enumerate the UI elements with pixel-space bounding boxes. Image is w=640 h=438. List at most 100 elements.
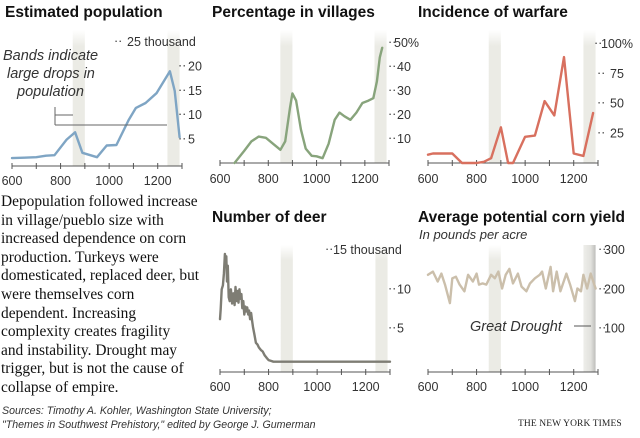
data-point — [379, 56, 381, 59]
x-tick-label: 800 — [258, 172, 279, 186]
data-point — [553, 114, 555, 116]
data-point — [264, 354, 266, 357]
band-1240-1290 — [374, 30, 387, 163]
data-point — [334, 119, 336, 121]
data-point — [291, 92, 294, 94]
sources-line-2: "Themes in Southwest Prehistory," edited… — [2, 418, 316, 431]
y-tick-label: 75 — [610, 67, 624, 81]
data-point — [437, 280, 439, 283]
paragraph-line: were themselves corn — [1, 285, 135, 303]
sources-note: Sources: Timothy A. Kohler, Washington S… — [2, 405, 316, 432]
data-point — [569, 284, 571, 286]
data-point — [243, 150, 245, 152]
data-point — [223, 273, 225, 275]
data-point — [66, 139, 68, 141]
x-tick-label: 1000 — [511, 380, 539, 394]
y-tick-dots: ·· — [598, 242, 606, 256]
y-tick-dots: ·· — [598, 321, 606, 335]
data-point — [295, 100, 297, 102]
data-point — [451, 277, 453, 279]
y-tick-dots: ·· — [388, 131, 396, 145]
data-point — [243, 313, 245, 316]
data-point — [241, 307, 243, 309]
data-point — [463, 290, 466, 292]
y-tick-label: 20 — [188, 59, 202, 73]
band-1240-1290 — [167, 30, 180, 166]
series-line-warfare — [426, 55, 595, 165]
data-point — [256, 343, 258, 345]
data-point — [115, 144, 118, 146]
data-point — [381, 47, 383, 49]
data-point — [262, 350, 264, 353]
data-point — [178, 136, 181, 138]
band-1240-1290 — [375, 245, 388, 372]
y-tick-dots: ·· — [597, 125, 605, 139]
data-point — [461, 162, 463, 164]
y-tick-dots: ·· — [388, 83, 396, 97]
chart-villages: 600 800 1000 1200·· 10·· 20·· 30·· 40··50% — [210, 30, 419, 186]
x-tick-label: 600 — [418, 380, 439, 394]
paragraph-line: and instability. Drought may — [1, 341, 177, 359]
chart-title-corn: Average potential corn yield — [418, 209, 626, 226]
data-point — [389, 361, 391, 363]
data-point — [524, 136, 526, 138]
data-point — [501, 287, 503, 290]
data-point — [559, 290, 561, 292]
y-tick-label: 10 — [397, 132, 411, 146]
data-point — [427, 154, 429, 156]
data-point — [81, 152, 84, 154]
data-point — [315, 155, 318, 157]
data-point — [240, 293, 242, 295]
x-tick-label: 600 — [210, 172, 231, 186]
series-line-deer — [218, 252, 392, 363]
y-tick-label: 10 — [397, 282, 411, 296]
x-tick-label: 1200 — [352, 380, 380, 394]
data-point — [534, 135, 536, 137]
data-point — [174, 90, 176, 92]
data-point — [552, 290, 554, 292]
paragraph-line: domesticated, replaced deer, but — [1, 267, 200, 285]
paragraph-line: in village/pueblo size with — [1, 211, 164, 229]
data-point — [169, 70, 171, 72]
data-point — [311, 155, 313, 157]
data-point — [582, 274, 585, 276]
data-point — [328, 143, 330, 145]
y-tick-dots: ·· — [388, 281, 396, 295]
y-tick-dots: ·· — [388, 59, 396, 73]
band-850-900 — [488, 30, 501, 163]
series-line-population — [10, 70, 181, 160]
paragraph-line: collapse of empire. — [1, 378, 119, 396]
data-point — [467, 274, 469, 276]
paragraph-line: trigger, but is not the cause of — [1, 360, 184, 378]
y-tick-label: 50 — [610, 97, 624, 111]
data-point — [266, 357, 268, 359]
data-point — [255, 342, 257, 344]
data-point — [270, 360, 272, 362]
data-point — [505, 274, 507, 276]
paragraph-line: production. Turkeys were — [1, 248, 159, 266]
x-tick-label: 1200 — [351, 172, 379, 186]
data-point — [74, 131, 76, 133]
y-tick-label: 50% — [394, 36, 419, 50]
data-point — [35, 156, 37, 158]
data-point — [432, 271, 434, 273]
data-point — [231, 302, 233, 305]
data-point — [229, 300, 231, 302]
data-point — [237, 302, 240, 304]
y-tick-dots: ·· — [325, 242, 333, 256]
data-point — [284, 140, 286, 142]
bands-annotation-line2: large drops in — [7, 66, 95, 82]
y-tick-dots: ·· — [598, 281, 606, 295]
band-1240-1290 — [583, 245, 596, 372]
data-point — [230, 288, 232, 290]
x-tick-label: 800 — [466, 380, 487, 394]
data-point — [592, 112, 594, 114]
data-point — [11, 157, 13, 159]
data-point — [340, 361, 343, 363]
explanation-paragraph: Depopulation followed increase in villag… — [1, 193, 213, 398]
data-point — [355, 112, 358, 114]
y-tick-dots: ·· — [388, 107, 396, 121]
x-tick-label: 1200 — [144, 174, 172, 188]
y-tick-label: 5 — [397, 322, 404, 336]
y-tick-dots: ·· — [388, 321, 396, 335]
